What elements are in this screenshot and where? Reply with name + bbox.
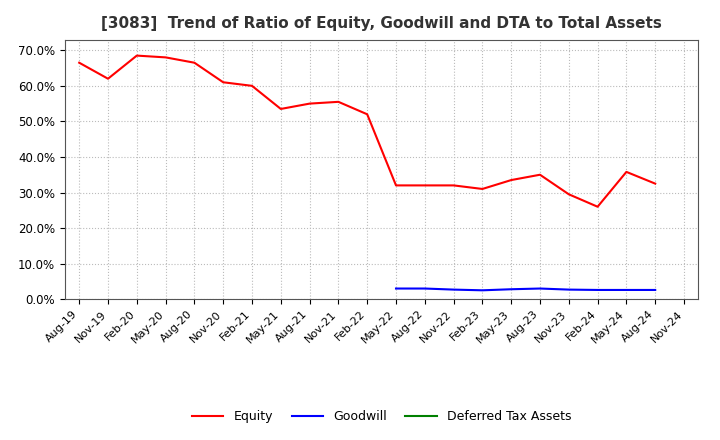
Equity (334, 99, 343, 104)
Equity (420, 183, 429, 188)
Equity (219, 80, 228, 85)
Goodwill (392, 286, 400, 291)
Line: Goodwill: Goodwill (396, 289, 655, 290)
Equity (507, 177, 516, 183)
Equity (536, 172, 544, 177)
Goodwill (420, 286, 429, 291)
Equity (363, 112, 372, 117)
Equity (161, 55, 170, 60)
Equity (75, 60, 84, 66)
Equity (276, 106, 285, 112)
Equity (478, 186, 487, 191)
Legend: Equity, Goodwill, Deferred Tax Assets: Equity, Goodwill, Deferred Tax Assets (187, 405, 576, 428)
Equity (593, 204, 602, 209)
Equity (651, 181, 660, 186)
Equity (248, 83, 256, 88)
Goodwill (536, 286, 544, 291)
Goodwill (449, 287, 458, 292)
Goodwill (622, 287, 631, 293)
Equity (622, 169, 631, 175)
Equity (190, 60, 199, 66)
Goodwill (593, 287, 602, 293)
Goodwill (564, 287, 573, 292)
Goodwill (478, 288, 487, 293)
Goodwill (507, 286, 516, 292)
Equity (392, 183, 400, 188)
Equity (132, 53, 141, 58)
Line: Equity: Equity (79, 55, 655, 207)
Equity (104, 76, 112, 81)
Equity (564, 192, 573, 197)
Title: [3083]  Trend of Ratio of Equity, Goodwill and DTA to Total Assets: [3083] Trend of Ratio of Equity, Goodwil… (102, 16, 662, 32)
Goodwill (651, 287, 660, 293)
Equity (305, 101, 314, 106)
Equity (449, 183, 458, 188)
